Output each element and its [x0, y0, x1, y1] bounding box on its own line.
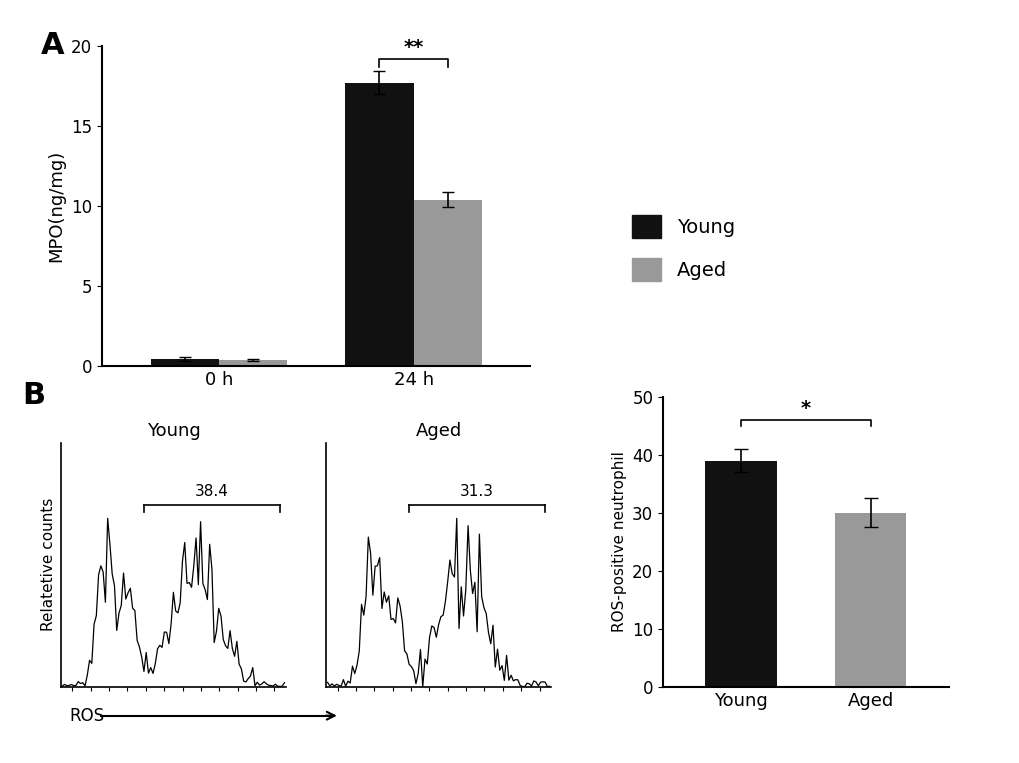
Text: **: **	[404, 38, 423, 57]
Text: *: *	[800, 399, 810, 418]
Text: B: B	[22, 382, 46, 410]
Legend: Young, Aged: Young, Aged	[612, 195, 753, 301]
Text: 38.4: 38.4	[195, 485, 229, 500]
Bar	[413, 200, 481, 366]
Bar	[345, 82, 413, 366]
Title: Young: Young	[147, 422, 200, 439]
Bar	[704, 461, 775, 687]
Y-axis label: ROS-positive neutrophil: ROS-positive neutrophil	[611, 451, 626, 633]
Title: Aged: Aged	[415, 422, 462, 439]
Text: 31.3: 31.3	[460, 485, 494, 500]
Y-axis label: MPO(ng/mg): MPO(ng/mg)	[48, 150, 65, 262]
Text: ROS: ROS	[69, 707, 104, 725]
Y-axis label: Relatetive counts: Relatetive counts	[41, 498, 56, 631]
Bar	[835, 513, 906, 687]
Bar	[151, 359, 219, 366]
Bar	[219, 360, 286, 366]
Text: A: A	[41, 31, 64, 60]
